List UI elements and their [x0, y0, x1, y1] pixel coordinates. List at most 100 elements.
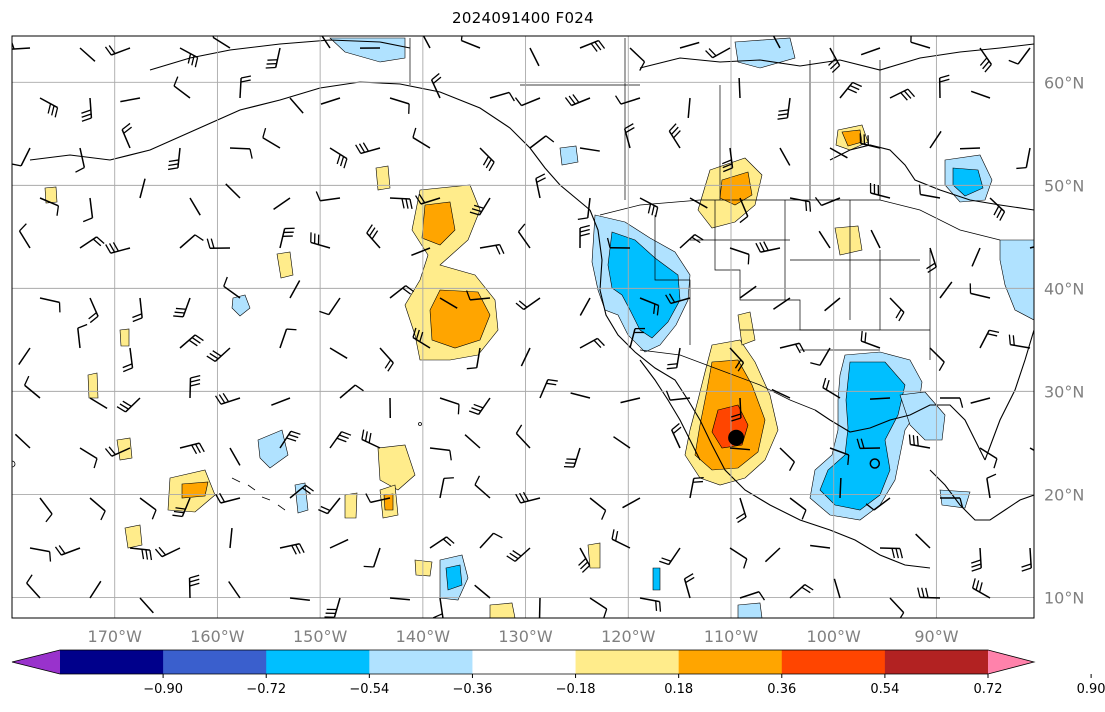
- neg-area-east: [999, 239, 1034, 321]
- wind-barb: [979, 447, 998, 469]
- wind-barb: [479, 532, 503, 549]
- pos-area-small-1: [377, 444, 416, 491]
- neg-area-small-3-core: [445, 564, 463, 591]
- lon-label: 110°W: [704, 627, 759, 646]
- wind-barb: [215, 492, 241, 504]
- hudson-bay: [829, 144, 1034, 211]
- wind-barb: [310, 232, 331, 249]
- wind-barb: [829, 147, 848, 159]
- wind-barb: [465, 290, 491, 301]
- wind-barb: [105, 242, 131, 254]
- lat-label: 20°N: [1044, 485, 1084, 504]
- wind-barb: [479, 243, 505, 255]
- gridlines: [12, 36, 1034, 618]
- wind-barb: [172, 497, 191, 518]
- wind-barb: [828, 47, 841, 73]
- wind-barb: [363, 547, 381, 568]
- pos-area-small-5: [489, 602, 516, 618]
- wind-barb: [439, 397, 460, 415]
- wind-barb: [89, 397, 108, 410]
- islands: [12, 422, 422, 511]
- wind-barb: [129, 547, 153, 561]
- wind-barb: [39, 297, 61, 313]
- wind-barb: [570, 392, 591, 399]
- wind-barb: [777, 97, 791, 120]
- wind-barb: [329, 347, 348, 359]
- neg-area-greatlakes-core: [952, 167, 984, 197]
- wind-barb: [839, 81, 862, 99]
- us-canada-border: [599, 199, 1001, 241]
- wind-barb: [139, 178, 146, 199]
- map-frame: [11, 35, 1035, 619]
- wind-barb: [315, 191, 341, 202]
- wind-barb: [223, 276, 241, 299]
- markers: [728, 429, 881, 469]
- wind-barb: [869, 183, 891, 199]
- pos-area-small-11: [414, 559, 433, 577]
- wind-barb: [738, 77, 741, 99]
- wind-barb: [689, 476, 704, 499]
- wind-barb: [365, 493, 391, 504]
- wind-barb: [938, 74, 950, 99]
- wind-barb: [89, 497, 106, 521]
- wind-barb: [1029, 246, 1034, 249]
- yucatan: [929, 469, 1034, 521]
- wind-barb: [189, 197, 201, 216]
- map-content: [12, 36, 1034, 618]
- wind-barb: [822, 377, 841, 399]
- wind-barb: [620, 397, 641, 404]
- wind-barb: [506, 547, 531, 562]
- wind-barb: [736, 497, 747, 523]
- map-title: 2024091400 F024: [452, 9, 594, 27]
- wind-barb: [729, 547, 748, 569]
- borders: [409, 38, 1001, 411]
- wind-barb: [466, 347, 481, 370]
- wind-barb: [889, 297, 905, 322]
- wind-barb: [79, 47, 96, 62]
- wind-barb: [474, 475, 491, 499]
- wind-barb: [879, 547, 903, 559]
- wind-barb: [629, 47, 646, 71]
- wind-barb: [429, 536, 455, 549]
- wind-barb: [279, 328, 297, 349]
- wind-barb: [773, 297, 791, 310]
- wind-barb: [39, 197, 60, 216]
- longitude-labels: 170°W 160°W 150°W 140°W 130°W 120°W 110°W 100°W…: [88, 627, 959, 646]
- wind-barb: [12, 147, 31, 167]
- colorbar-tick-label: −0.36: [453, 682, 493, 697]
- wind-barb: [986, 473, 997, 499]
- wind-barb: [578, 547, 591, 573]
- wind-barb: [722, 147, 734, 173]
- wind-barb: [629, 327, 646, 349]
- wind-barb: [860, 331, 881, 349]
- field-negative: [231, 37, 1034, 618]
- wind-barb: [970, 397, 991, 404]
- lat-label: 50°N: [1044, 176, 1084, 195]
- hawaii-islands: [231, 477, 286, 511]
- wind-barb: [39, 497, 53, 523]
- pos-area-mexico-north: [737, 311, 756, 346]
- wind-barb: [389, 285, 415, 299]
- wind-barb: [239, 75, 252, 99]
- wind-barb: [915, 533, 931, 549]
- wind-barb: [132, 297, 143, 323]
- wind-barb: [422, 36, 431, 49]
- neg-area-small-2: [257, 429, 289, 469]
- lon-label: 160°W: [190, 627, 245, 646]
- pos-area-small-3: [276, 251, 294, 279]
- pos-area-small-10: [587, 542, 601, 569]
- coastlines: [29, 39, 1034, 569]
- wind-barb: [329, 147, 348, 169]
- wind-barb: [54, 545, 81, 556]
- wind-barb: [577, 197, 591, 221]
- wind-barb: [29, 547, 52, 562]
- colorbar-tick-label: 0.90: [1077, 682, 1105, 697]
- wind-barb: [623, 123, 635, 149]
- neg-area-small-6: [559, 145, 579, 166]
- wind-barb: [265, 47, 281, 69]
- wind-barb: [82, 197, 94, 223]
- wind-barb: [229, 147, 253, 159]
- wind-barb: [167, 147, 181, 171]
- wind-barb: [606, 237, 631, 249]
- wind-barb: [969, 283, 991, 299]
